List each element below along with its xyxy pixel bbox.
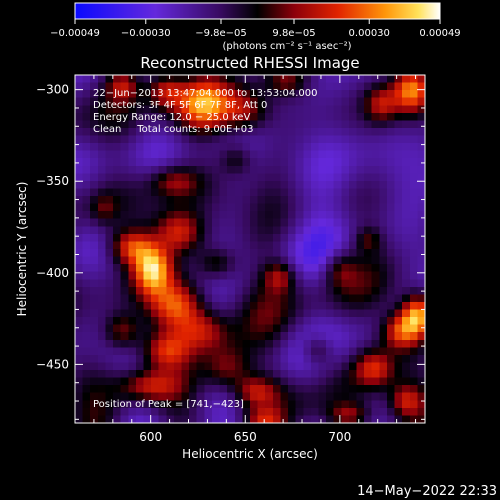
y-tick-label: −300 — [36, 83, 69, 97]
y-tick-label: −450 — [36, 357, 69, 371]
heatmap-image — [75, 75, 425, 423]
x-tick-label: 700 — [328, 430, 351, 444]
footer-timestamp: 14−May−2022 22:33 — [357, 484, 497, 499]
x-tick-label: 650 — [234, 430, 257, 444]
peak-position-label: Position of Peak = [741,−423] — [93, 399, 244, 410]
colorbar-tick-label: −9.8e−05 — [195, 28, 247, 39]
colorbar-gradient — [74, 2, 441, 20]
y-tick-label: −400 — [36, 266, 69, 280]
annotation-energy-range: Energy Range: 12.0 − 25.0 keV — [93, 112, 250, 123]
annotation-time-range: 22−Jun−2013 13:47:04.000 to 13:53:04.000 — [93, 88, 318, 99]
y-axis-ticks: −300 −350 −400 −450 — [36, 83, 425, 420]
x-axis-ticks: 600 650 700 — [74, 75, 417, 444]
colorbar-tick-label: 0.00049 — [419, 28, 460, 39]
annotation-clean-counts: Clean Total counts: 9.00E+03 — [93, 124, 253, 135]
colorbar-ticks: −0.00049 −0.00030 −9.8e−05 9.8e−05 0.00030 0.… — [50, 19, 461, 39]
annotation-block: 22−Jun−2013 13:47:04.000 to 13:53:04.000… — [93, 88, 318, 135]
colorbar-tick-label: 9.8e−05 — [272, 28, 315, 39]
colorbar-tick-label: −0.00030 — [121, 28, 171, 39]
plot-area: 600 650 700 −300 −350 −400 −450 — [36, 74, 426, 444]
annotation-detectors: Detectors: 3F 4F 5F 6F 7F 8F, Att 0 — [93, 100, 267, 111]
chart-title: Reconstructed RHESSI Image — [140, 54, 359, 72]
x-tick-label: 600 — [139, 430, 162, 444]
y-axis-label: Heliocentric Y (arcsec) — [15, 182, 29, 317]
y-tick-label: −350 — [36, 174, 69, 188]
plot-frame — [74, 74, 426, 424]
x-axis-label: Heliocentric X (arcsec) — [182, 447, 318, 461]
colorbar-tick-label: −0.00049 — [50, 28, 100, 39]
colorbar-tick-label: 0.00030 — [349, 28, 390, 39]
colorbar: −0.00049 −0.00030 −9.8e−05 9.8e−05 0.00030 0.… — [50, 2, 461, 52]
colorbar-unit-label: (photons cm⁻² s⁻¹ asec⁻²) — [222, 41, 351, 52]
